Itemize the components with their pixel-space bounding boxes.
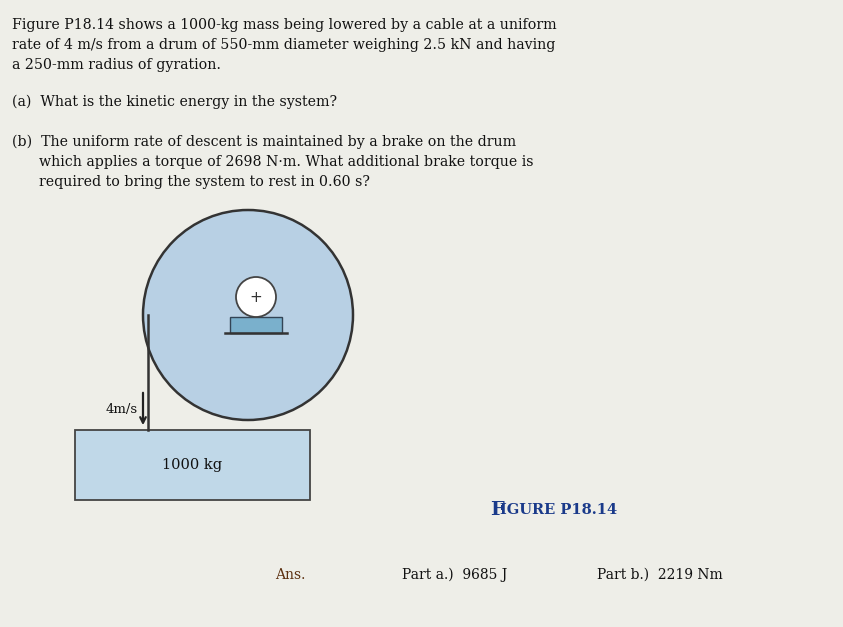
- Text: Ans.: Ans.: [275, 568, 305, 582]
- Text: (a)  What is the kinetic energy in the system?: (a) What is the kinetic energy in the sy…: [12, 95, 337, 109]
- Text: which applies a torque of 2698 N·m. What additional brake torque is: which applies a torque of 2698 N·m. What…: [12, 155, 534, 169]
- Text: rate of 4 m/s from a drum of 550-mm diameter weighing 2.5 kN and having: rate of 4 m/s from a drum of 550-mm diam…: [12, 38, 556, 52]
- Text: 4m/s: 4m/s: [106, 403, 138, 416]
- Bar: [230, 317, 282, 333]
- Text: 1000 kg: 1000 kg: [163, 458, 223, 472]
- Bar: [75, 430, 310, 500]
- Text: Figure P18.14 shows a 1000-kg mass being lowered by a cable at a uniform: Figure P18.14 shows a 1000-kg mass being…: [12, 18, 556, 32]
- Text: required to bring the system to rest in 0.60 s?: required to bring the system to rest in …: [12, 175, 370, 189]
- Text: F: F: [490, 501, 504, 519]
- Text: Part b.)  2219 Nm: Part b.) 2219 Nm: [597, 568, 723, 582]
- Text: a 250-mm radius of gyration.: a 250-mm radius of gyration.: [12, 58, 221, 72]
- Text: Part a.)  9685 J: Part a.) 9685 J: [402, 568, 507, 582]
- Circle shape: [143, 210, 353, 420]
- Text: IGURE P18.14: IGURE P18.14: [500, 503, 617, 517]
- Text: (b)  The uniform rate of descent is maintained by a brake on the drum: (b) The uniform rate of descent is maint…: [12, 135, 516, 149]
- Bar: [75, 430, 310, 500]
- Circle shape: [236, 277, 276, 317]
- Text: +: +: [250, 290, 262, 305]
